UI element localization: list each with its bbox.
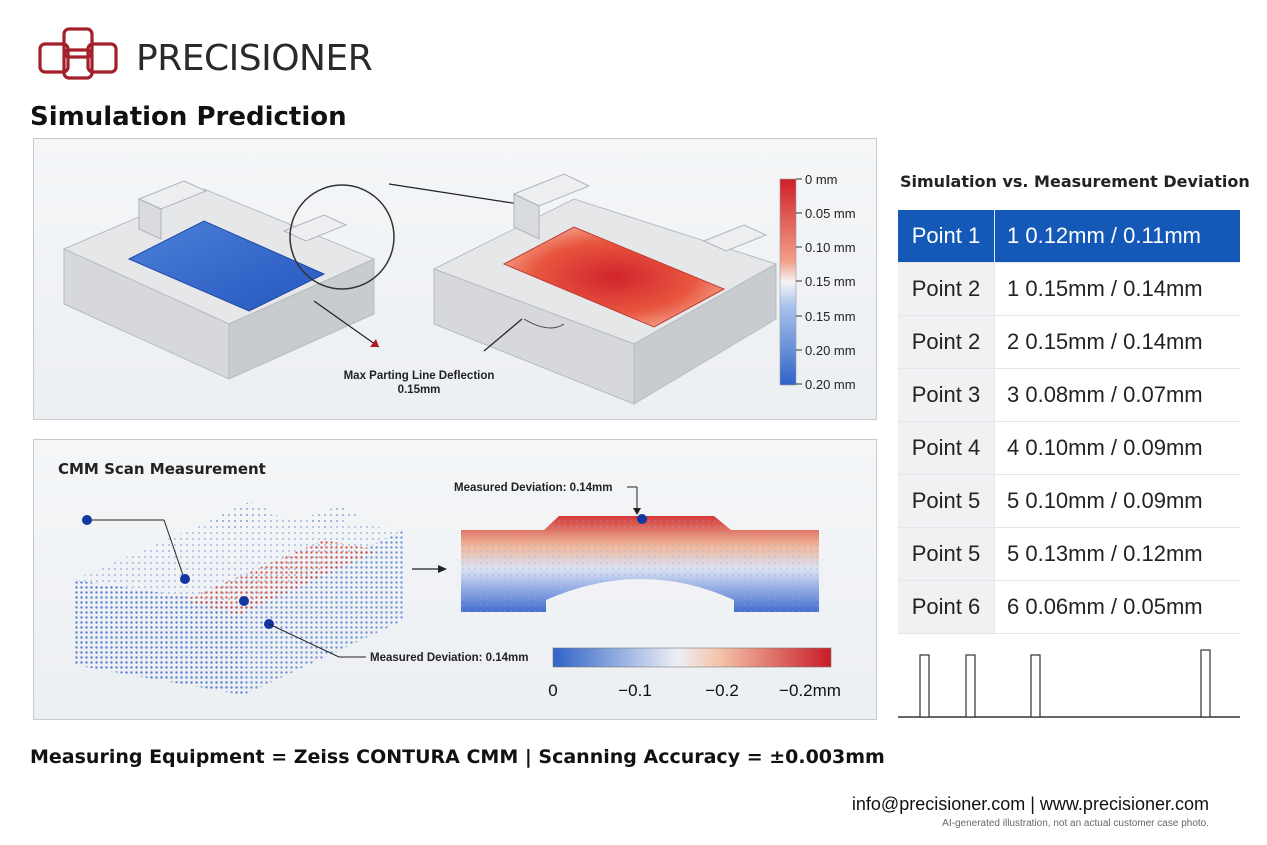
deviation-value: 5 0.13mm / 0.12mm xyxy=(994,527,1240,581)
legend-label-1: 0.05 mm xyxy=(805,206,856,221)
deviation-scale: 0 −0.1 −0.2 −0.2mm xyxy=(548,647,841,700)
point-label: Point 6 xyxy=(898,580,995,634)
deflection-annotation-line1: Max Parting Line Deflection xyxy=(344,370,495,382)
scale-tick-0: 0 xyxy=(548,681,557,700)
brand-logo: PRECISIONER xyxy=(38,26,398,82)
page-title: Simulation Prediction xyxy=(30,102,347,132)
cmm-cross-section xyxy=(461,486,819,612)
scale-tick-3: −0.2mm xyxy=(779,681,841,700)
legend-label-0: 0 mm xyxy=(805,172,838,187)
scale-tick-1: −0.1 xyxy=(618,681,652,700)
deviation-table-card: Simulation vs. Measurement Deviation Poi… xyxy=(887,138,1250,723)
point-label: Point 2 xyxy=(898,315,995,369)
point-label: Point 3 xyxy=(898,368,995,422)
legend-label-2: 0.10 mm xyxy=(805,240,856,255)
cmm-point-cloud xyxy=(74,502,404,695)
cmm-callout-bottom: Measured Deviation: 0.14mm xyxy=(370,652,529,664)
deviation-value: 1 0.12mm / 0.11mm xyxy=(994,210,1240,263)
point-label: Point 2 xyxy=(898,262,995,316)
cmm-figure: Measured Deviation: 0.14mm Measured Devi… xyxy=(74,482,841,700)
scale-tick-2: −0.2 xyxy=(705,681,739,700)
cmm-panel: Measured Deviation: 0.14mm Measured Devi… xyxy=(33,439,877,720)
deviation-value: 6 0.06mm / 0.05mm xyxy=(994,580,1240,634)
deviation-value: 1 0.15mm / 0.14mm xyxy=(994,262,1240,316)
legend-label-6: 0.20 mm xyxy=(805,377,856,392)
legend-label-5: 0.20 mm xyxy=(805,343,856,358)
point-label: Point 1 xyxy=(898,210,995,263)
deflection-legend: 0 mm 0.05 mm 0.10 mm 0.15 mm 0.15 mm 0.2… xyxy=(779,172,856,392)
point-label: Point 5 xyxy=(898,527,995,581)
cmm-callout-top: Measured Deviation: 0.14mm xyxy=(454,482,613,494)
deviation-value: 4 0.10mm / 0.09mm xyxy=(994,421,1240,475)
deviation-bars xyxy=(898,649,1240,718)
disclaimer: AI-generated illustration, not an actual… xyxy=(942,818,1209,829)
deviation-value: 3 0.08mm / 0.07mm xyxy=(994,368,1240,422)
simulation-panel: Max Parting Line Deflection 0.15mm 0 mm xyxy=(33,138,877,420)
legend-label-4: 0.15 mm xyxy=(805,309,856,324)
cmm-title: CMM Scan Measurement xyxy=(58,460,266,478)
logo-mark-icon xyxy=(38,27,118,80)
equipment-note: Measuring Equipment = Zeiss CONTURA CMM … xyxy=(30,746,885,768)
deviation-value: 2 0.15mm / 0.14mm xyxy=(994,315,1240,369)
deflection-annotation-line2: 0.15mm xyxy=(398,384,441,396)
contact-links[interactable]: info@precisioner.com | www.precisioner.c… xyxy=(851,794,1209,814)
point-label: Point 4 xyxy=(898,421,995,475)
mold-left xyxy=(62,180,520,380)
simulation-figure: Max Parting Line Deflection 0.15mm 0 mm xyxy=(62,172,856,405)
legend-label-3: 0.15 mm xyxy=(805,274,856,289)
mold-right xyxy=(432,173,778,405)
cmm-measure-points xyxy=(82,515,366,658)
point-label: Point 5 xyxy=(898,474,995,528)
deviation-table-title: Simulation vs. Measurement Deviation xyxy=(900,172,1250,191)
deviation-value: 5 0.10mm / 0.09mm xyxy=(994,474,1240,528)
brand-name: PRECISIONER xyxy=(136,38,373,79)
